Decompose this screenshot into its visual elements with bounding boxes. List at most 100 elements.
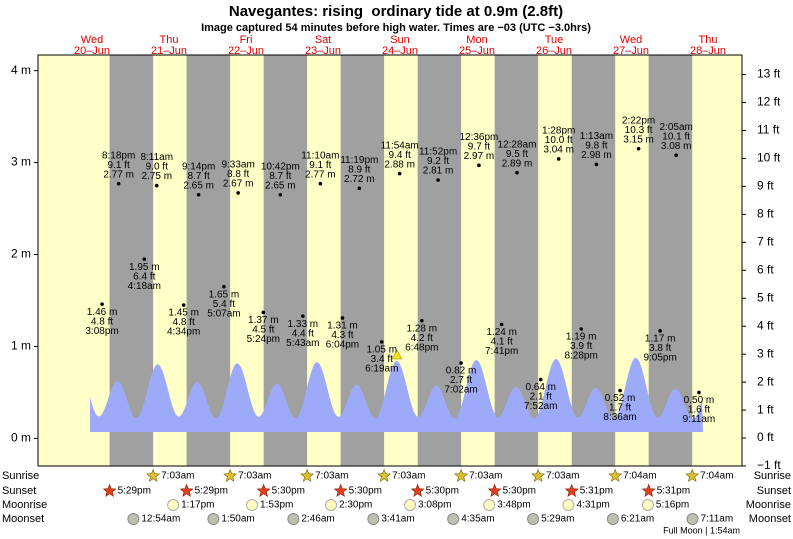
tide-label: 6:19am — [365, 364, 398, 375]
tide-label: 11:52pm — [419, 147, 457, 158]
day-name: Tue — [545, 34, 564, 46]
tide-point — [278, 192, 283, 197]
tide-label: 10.1 ft — [662, 131, 690, 142]
tide-label: 9.7 ft — [468, 141, 490, 152]
moonset-icon — [447, 513, 460, 525]
y2-tick-label: 6 ft — [757, 262, 774, 276]
tide-label: 2.65 m — [265, 180, 296, 191]
tide-label: 4.2 ft — [411, 333, 433, 344]
day-date: 21–Jun — [151, 45, 187, 57]
tide-point — [379, 340, 384, 344]
tide-point — [499, 322, 504, 327]
moonset-time: 6:21am — [621, 514, 654, 525]
y2-tick-label: 13 ft — [757, 67, 781, 81]
y2-tick-label: 9 ft — [757, 179, 774, 193]
tide-label: 9.0 ft — [146, 162, 168, 173]
sunset-icon — [564, 483, 579, 497]
sunset-icon — [333, 483, 348, 497]
tide-point — [142, 257, 147, 261]
tide-label: 9.5 ft — [506, 149, 528, 160]
sunset-time: 5:30pm — [349, 486, 382, 497]
moonrise-time: 4:31pm — [576, 500, 609, 511]
tide-label: 2.88 m — [384, 159, 415, 170]
tide-label: 11:19pm — [340, 155, 378, 166]
tide-label: 0.82 m — [446, 366, 477, 377]
tide-label: 9:33am — [221, 160, 254, 171]
tide-label: 4.8 ft — [91, 316, 113, 327]
row-label: Sunset — [2, 485, 36, 497]
tide-label: 4.1 ft — [491, 337, 513, 348]
y-tick-label: 4 m — [11, 63, 31, 77]
moonset-icon — [367, 513, 380, 525]
tide-label: 2.98 m — [581, 150, 612, 161]
tide-point — [636, 146, 641, 151]
tide-label: 1:13am — [580, 131, 613, 142]
moonrise-icon — [246, 499, 259, 511]
tide-point — [459, 361, 463, 365]
sunset-time: 5:29pm — [195, 486, 228, 497]
day-date: 26–Jun — [536, 45, 572, 57]
tide-label: 11:54am — [381, 140, 419, 151]
y2-tick-label: 0 ft — [757, 430, 774, 444]
sunrise-icon — [300, 468, 315, 482]
tide-label: 0.52 m — [605, 393, 636, 404]
sunset-icon — [410, 483, 425, 497]
day-date: 27–Jun — [613, 45, 649, 57]
sunrise-time: 7:03am — [238, 471, 271, 482]
day-name: Sun — [390, 34, 410, 46]
y2-tick-label: 10 ft — [757, 151, 781, 165]
tide-label: 5.4 ft — [213, 299, 235, 310]
tide-label: 2.77 m — [305, 169, 336, 180]
sunset-icon — [102, 483, 117, 497]
moonset-time: 7:11am — [701, 514, 734, 525]
moonrise-icon — [325, 499, 338, 511]
moonset-time: 4:35am — [461, 514, 494, 525]
tide-label: 1.65 m — [209, 289, 240, 300]
tide-label: 3.08 m — [661, 141, 692, 152]
tide-label: 9.1 ft — [108, 160, 130, 171]
tide-label: 3.15 m — [623, 134, 654, 145]
y2-tick-label: 5 ft — [757, 290, 774, 304]
row-label-right: Sunset — [757, 485, 791, 497]
tide-point — [515, 170, 519, 175]
tide-point — [261, 310, 266, 315]
tide-label: 4:18am — [128, 281, 161, 292]
tide-point — [181, 303, 186, 307]
y2-tick-label: 8 ft — [757, 207, 774, 221]
day-date: 23–Jun — [305, 45, 341, 57]
moonrise-time: 5:16pm — [656, 500, 689, 511]
tide-label: 1.6 ft — [688, 405, 710, 416]
y-tick-label: 1 m — [11, 339, 31, 353]
moonset-icon — [527, 513, 540, 525]
tide-label: 2:05am — [660, 122, 693, 133]
day-date: 25–Jun — [459, 45, 495, 57]
tide-label: 8.7 ft — [269, 171, 291, 182]
tide-label: 12:28am — [498, 139, 537, 150]
tide-label: 9:05pm — [643, 352, 676, 363]
sunset-time: 5:30pm — [272, 486, 305, 497]
tide-label: 0.64 m — [525, 382, 556, 393]
tide-label: 9.2 ft — [427, 156, 449, 167]
tide-point — [236, 191, 240, 195]
y2-tick-label: 4 ft — [757, 318, 774, 332]
day-name: Mon — [466, 34, 487, 46]
sunset-icon — [487, 483, 502, 497]
tide-label: 2.81 m — [423, 166, 454, 177]
tide-label: 5:24pm — [247, 334, 280, 345]
tide-label: 1.24 m — [486, 327, 517, 338]
y-tick-label: 0 m — [11, 431, 31, 445]
row-label-right: Sunrise — [754, 470, 791, 482]
sunrise-icon — [685, 468, 700, 482]
tide-point — [579, 327, 583, 331]
sunrise-icon — [531, 468, 546, 482]
moon-phase: Full Moon | 1:54am — [663, 525, 740, 535]
y-tick-label: 2 m — [11, 247, 31, 261]
chart-title: Navegantes: rising ordinary tide at 0.9m… — [229, 3, 563, 20]
tide-label: 3.9 ft — [570, 341, 592, 352]
day-date: 28–Jun — [690, 45, 726, 57]
tide-label: 3.04 m — [543, 145, 574, 156]
tide-point — [154, 183, 159, 188]
tide-label: 4:34pm — [167, 327, 200, 338]
tide-label: 0.50 m — [684, 395, 715, 406]
